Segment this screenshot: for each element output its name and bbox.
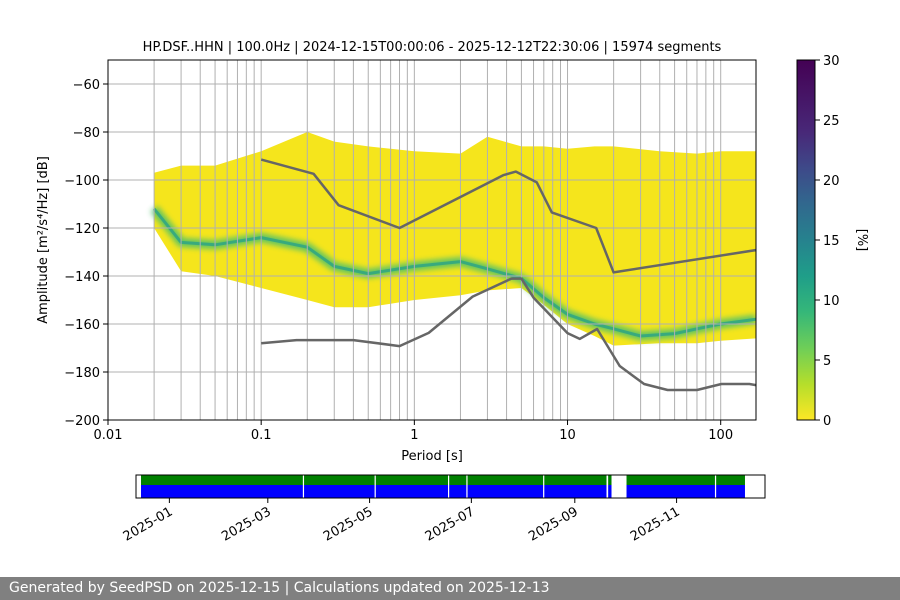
x-tick-label: 100 xyxy=(708,428,733,443)
available-interval xyxy=(141,475,607,485)
data-gap xyxy=(374,475,376,498)
timeline-ticks: 2025-01 2025-03 2025-05 2025-07 2025-09 2025-… xyxy=(121,498,683,545)
used-interval xyxy=(141,485,607,498)
colorbar-tick-label: 20 xyxy=(823,174,840,189)
x-tick-label: 0.01 xyxy=(94,428,123,443)
x-tick-label: 1 xyxy=(410,428,418,443)
data-gap xyxy=(543,475,545,498)
timeline-tick-label: 2025-05 xyxy=(321,504,376,544)
noise-model-nlnm xyxy=(261,277,756,392)
used-interval xyxy=(626,485,745,498)
y-tick-label: −140 xyxy=(64,270,100,285)
pdf-density-area xyxy=(154,132,756,346)
timeline-tick-label: 2025-03 xyxy=(219,504,274,544)
x-axis-label: Period [s] xyxy=(401,449,463,464)
timeline-tick-label: 2025-01 xyxy=(121,504,176,544)
y-tick-label: −60 xyxy=(73,78,100,93)
y-tick-label: −200 xyxy=(64,414,100,429)
colorbar-label: [%] xyxy=(854,229,869,252)
timeline-frame xyxy=(135,474,766,499)
colorbar-tick-label: 15 xyxy=(823,234,840,249)
available-interval xyxy=(626,475,745,485)
y-tick-label: −160 xyxy=(64,318,100,333)
timeline-tick-label: 2025-11 xyxy=(628,504,683,544)
y-tick-label: −100 xyxy=(64,174,100,189)
y-tick-label: −180 xyxy=(64,366,100,381)
colorbar-tick-label: 25 xyxy=(823,114,840,129)
colorbar-tick-label: 0 xyxy=(823,414,831,429)
noise-model-lines xyxy=(260,158,756,392)
available-interval xyxy=(608,475,612,485)
footer-text: Generated by SeedPSD on 2025-12-15 | Cal… xyxy=(9,580,550,596)
y-tick-label: −120 xyxy=(64,222,100,237)
noise-model-nhnm xyxy=(260,158,756,274)
data-availability-timeline xyxy=(141,475,745,498)
pdf-mode-line xyxy=(152,207,756,338)
x-tick-label: 0.1 xyxy=(251,428,272,443)
colorbar-tick-label: 30 xyxy=(823,54,840,69)
used-interval xyxy=(608,485,612,498)
chart-title: HP.DSF..HHN | 100.0Hz | 2024-12-15T00:00… xyxy=(143,40,722,55)
colorbar xyxy=(796,59,816,421)
footer-bar: Generated by SeedPSD on 2025-12-15 | Cal… xyxy=(0,577,900,600)
psd-figure: HP.DSF..HHN | 100.0Hz | 2024-12-15T00:00… xyxy=(36,40,869,545)
data-gap xyxy=(447,475,450,498)
colorbar-tick-label: 10 xyxy=(823,294,840,309)
x-tick-label: 10 xyxy=(559,428,576,443)
y-axis-label: Amplitude [m²/s⁴/Hz] [dB] xyxy=(36,156,51,324)
timeline-tick-label: 2025-07 xyxy=(423,504,478,544)
x-axis-ticks: 0.01 0.1 1 10 100 xyxy=(94,420,733,443)
data-gap xyxy=(302,475,305,498)
colorbar-ticks: 0 5 10 15 20 25 30 xyxy=(815,54,840,429)
colorbar-tick-label: 5 xyxy=(823,354,831,369)
y-tick-label: −80 xyxy=(73,126,100,141)
data-gap xyxy=(714,475,717,498)
data-gap xyxy=(466,475,468,498)
grid-lines xyxy=(108,60,756,420)
plot-area xyxy=(108,60,756,420)
timeline-tick-label: 2025-09 xyxy=(526,504,581,544)
y-axis-ticks: −200 −180 −160 −140 −120 −100 −80 −60 xyxy=(64,78,108,429)
plot-frame xyxy=(107,59,757,421)
